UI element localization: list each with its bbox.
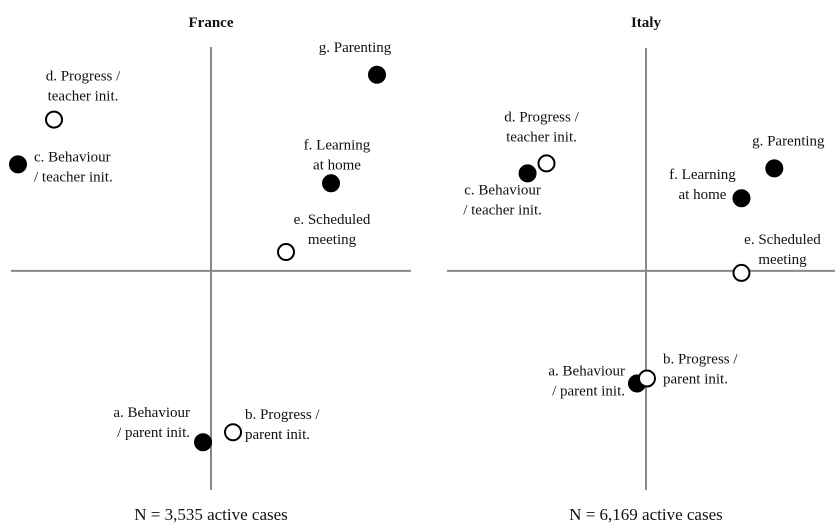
point-label: d. Progress / teacher init. [46, 69, 121, 105]
point [9, 155, 27, 174]
point-label: g. Parenting [752, 133, 825, 149]
point [518, 164, 537, 183]
label-line: c. Behaviour [464, 182, 541, 198]
point-label: d. Progress / teacher init. [504, 109, 579, 145]
label-line: d. Progress / [46, 69, 121, 85]
point [537, 154, 556, 173]
label-line: b. Progress / [245, 407, 320, 423]
point-label: f. Learning at home [304, 137, 371, 173]
label-line: parent init. [663, 371, 728, 387]
label-line: a. Behaviour [548, 363, 625, 379]
point [368, 65, 386, 84]
point [765, 159, 784, 178]
label-line: at home [313, 157, 361, 173]
label-line: parent init. [245, 427, 310, 443]
label-line: d. Progress / [504, 109, 579, 125]
label-line: g. Parenting [319, 40, 392, 56]
point [194, 433, 212, 452]
label-line: at home [679, 187, 727, 203]
point-label: c. Behaviour / teacher init. [34, 149, 113, 185]
point [45, 110, 63, 129]
label-line: f. Learning [304, 137, 371, 153]
label-line: f. Learning [669, 167, 736, 183]
point [322, 174, 340, 193]
point-label: b. Progress / parent init. [663, 351, 738, 387]
label-line: / teacher init. [463, 202, 542, 218]
caption: N = 3,535 active cases [134, 505, 288, 523]
point [637, 369, 656, 388]
label-line: c. Behaviour [34, 149, 111, 165]
point [732, 263, 751, 282]
label-line: / teacher init. [34, 169, 113, 185]
label-line: / parent init. [117, 425, 190, 441]
label-line: e. Scheduled [294, 212, 371, 228]
label-line: meeting [758, 252, 807, 268]
label-line: / parent init. [552, 383, 625, 399]
point-label: a. Behaviour / parent init. [113, 405, 190, 441]
label-line: a. Behaviour [113, 405, 190, 421]
point [732, 189, 751, 208]
label-line: meeting [308, 232, 357, 248]
point-label: e. Scheduled meeting [294, 212, 371, 248]
point-label: a. Behaviour / parent init. [548, 363, 625, 399]
chart-title: France [189, 15, 234, 31]
label-line: teacher init. [48, 89, 119, 105]
point-label: b. Progress / parent init. [245, 407, 320, 443]
label-line: g. Parenting [752, 133, 825, 149]
label-line: e. Scheduled [744, 232, 821, 248]
point [224, 423, 242, 442]
label-line: b. Progress / [663, 351, 738, 367]
chart-title: Italy [631, 15, 662, 31]
point-label: c. Behaviour / teacher init. [463, 182, 542, 218]
point-label: f. Learning at home [669, 167, 736, 203]
point-label: g. Parenting [319, 40, 392, 56]
point-label: e. Scheduled meeting [744, 232, 821, 268]
label-line: teacher init. [506, 129, 577, 145]
caption: N = 6,169 active cases [569, 505, 723, 523]
point [277, 243, 295, 262]
